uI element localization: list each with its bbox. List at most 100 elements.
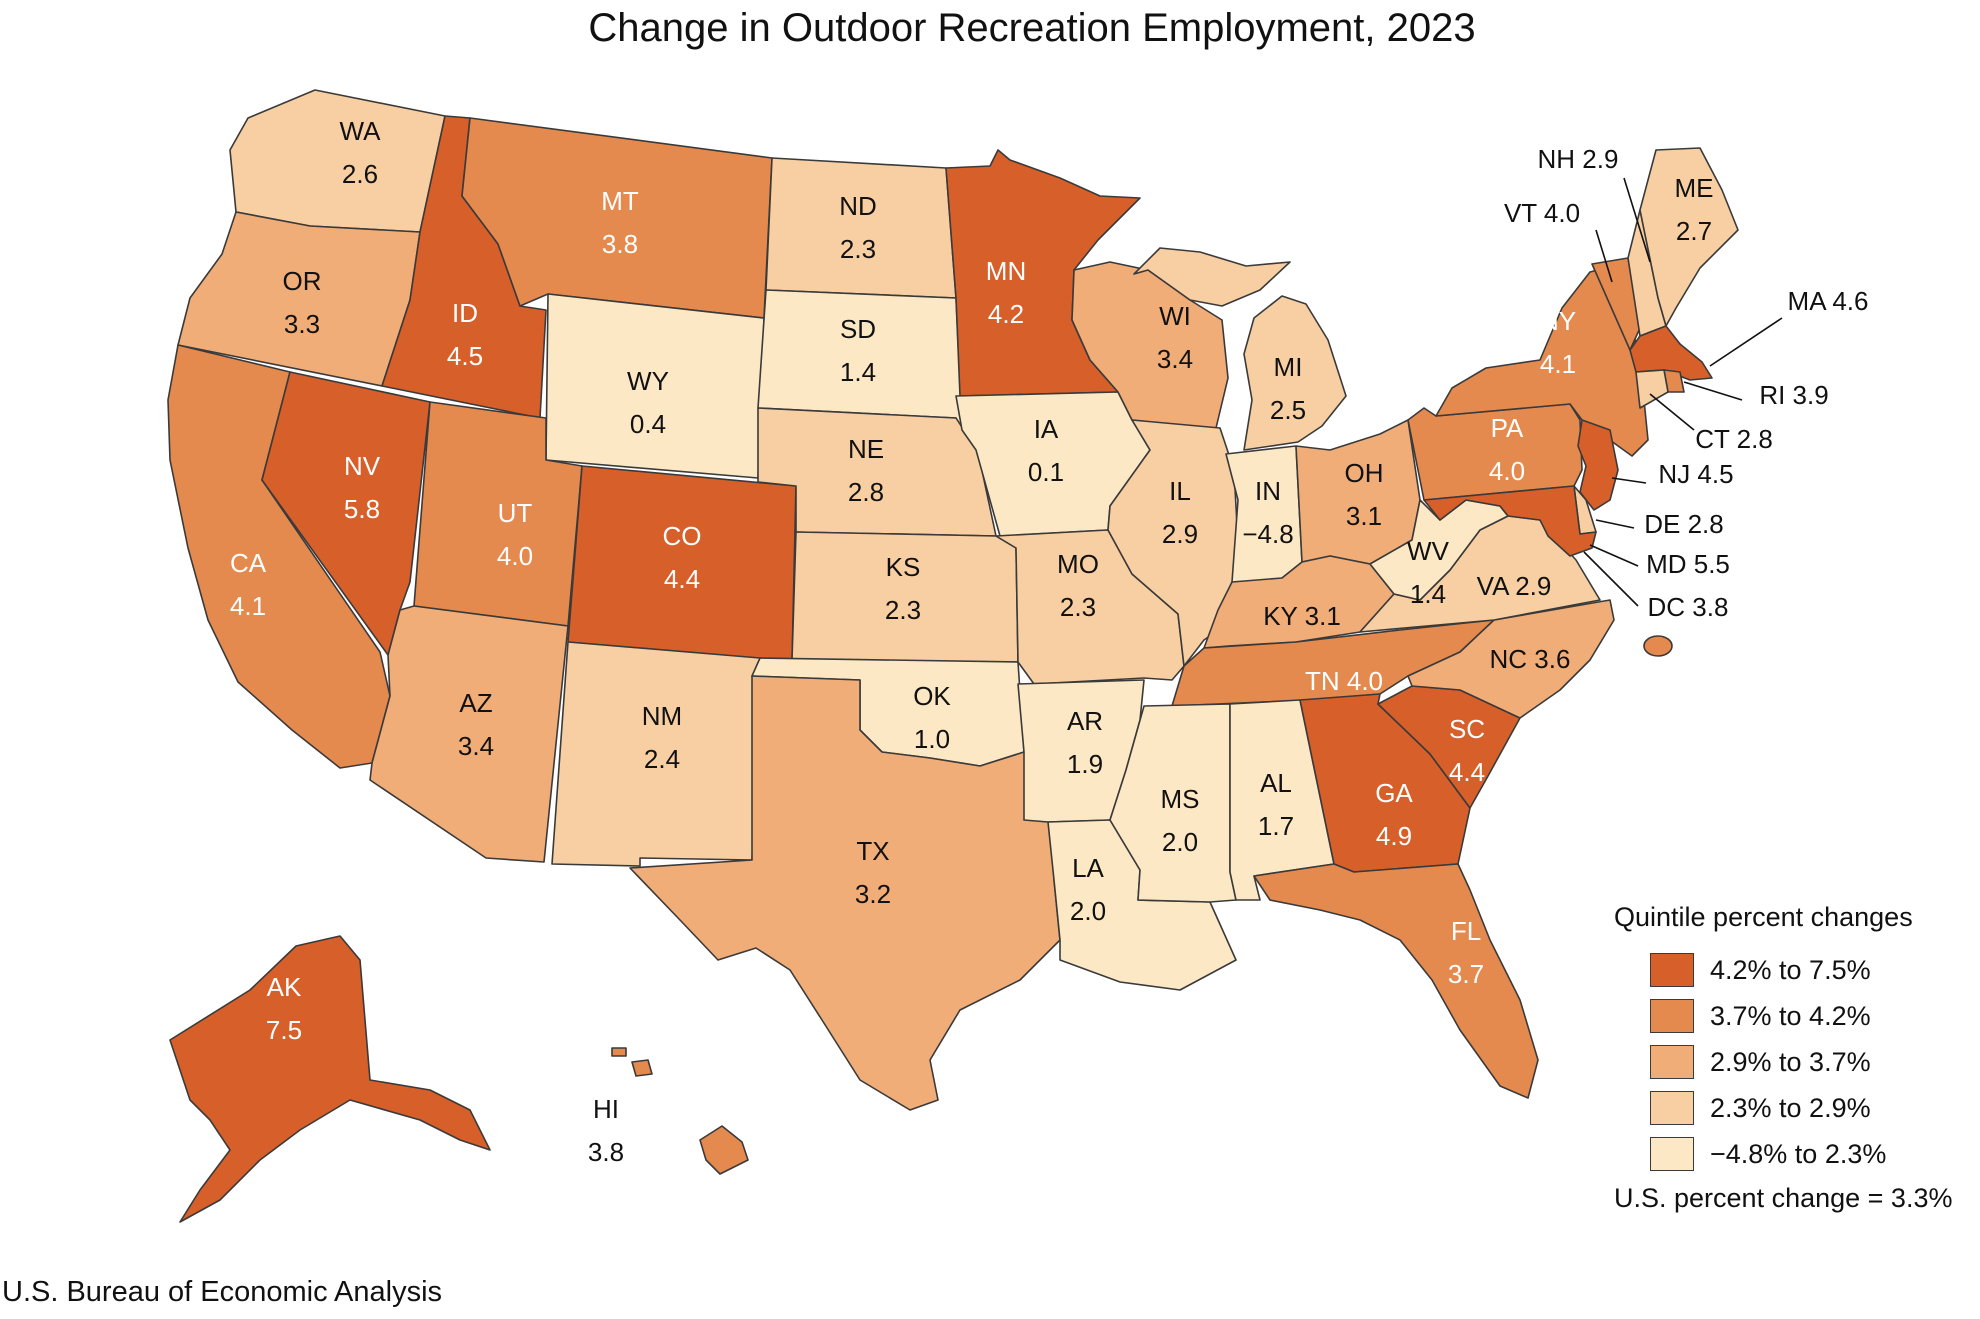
state-value-mn: 4.2 <box>988 299 1024 329</box>
state-value-fl: 3.7 <box>1448 959 1484 989</box>
leader-line-nj <box>1611 477 1647 484</box>
state-abbr-ms: MS <box>1161 784 1200 814</box>
leader-line-de <box>1595 519 1635 529</box>
state-abbr-ga: GA <box>1375 778 1413 808</box>
state-value-nm: 2.4 <box>644 744 680 774</box>
state-label-ma: MA 4.6 <box>1788 286 1869 316</box>
state-abbr-wi: WI <box>1159 301 1191 331</box>
state-wa <box>229 89 446 233</box>
state-abbr-ar: AR <box>1067 706 1103 736</box>
source-credit: U.S. Bureau of Economic Analysis <box>2 1276 443 1308</box>
state-abbr-pa: PA <box>1491 413 1524 443</box>
state-abbr-mn: MN <box>986 256 1026 286</box>
state-abbr-az: AZ <box>459 688 492 718</box>
state-abbr-sd: SD <box>840 314 876 344</box>
state-value-mt: 3.8 <box>602 229 638 259</box>
state-label-ri: RI 3.9 <box>1759 380 1828 410</box>
legend-swatch <box>1650 953 1694 987</box>
legend-swatch <box>1650 1091 1694 1125</box>
state-me <box>1639 147 1739 327</box>
state-abbr-il: IL <box>1169 476 1191 506</box>
legend-item: −4.8% to 2.3% <box>1614 1131 1974 1177</box>
state-abbr-ut: UT <box>498 498 533 528</box>
state-value-wv: 1.4 <box>1410 579 1446 609</box>
state-value-ga: 4.9 <box>1376 821 1412 851</box>
state-value-al: 1.7 <box>1258 811 1294 841</box>
state-abbr-ca: CA <box>230 548 267 578</box>
state-abbr-al: AL <box>1260 768 1292 798</box>
state-value-ia: 0.1 <box>1028 457 1064 487</box>
state-label-ct: CT 2.8 <box>1695 424 1773 454</box>
state-dc <box>1643 635 1673 657</box>
state-label-va: VA 2.9 <box>1477 571 1552 601</box>
legend-item: 2.3% to 2.9% <box>1614 1085 1974 1131</box>
state-abbr-ia: IA <box>1034 414 1059 444</box>
state-labels: WA 2.6 OR 3.3 CA 4.1 ID 4.5 NV 5.8 MT 3.8 WY 0.4 UT 4.0… <box>230 116 1869 1167</box>
state-abbr-nd: ND <box>839 191 877 221</box>
state-shapes <box>167 89 1739 1223</box>
state-nc <box>1407 599 1615 719</box>
leader-line-md <box>1589 544 1639 567</box>
state-label-vt: VT 4.0 <box>1504 198 1580 228</box>
legend-swatch <box>1650 1137 1694 1171</box>
state-value-ca: 4.1 <box>230 591 266 621</box>
state-abbr-sc: SC <box>1449 714 1485 744</box>
state-abbr-id: ID <box>452 298 478 328</box>
state-value-wi: 3.4 <box>1157 344 1193 374</box>
legend-swatch <box>1650 999 1694 1033</box>
state-value-ms: 2.0 <box>1162 827 1198 857</box>
state-abbr-wa: WA <box>340 116 382 146</box>
legend: Quintile percent changes 4.2% to 7.5% 3.… <box>1614 902 1974 1214</box>
state-nd <box>765 157 957 299</box>
state-abbr-hi: HI <box>593 1094 619 1124</box>
state-abbr-wy: WY <box>627 366 669 396</box>
leader-line-ct <box>1649 393 1695 431</box>
state-abbr-mo: MO <box>1057 549 1099 579</box>
legend-label: 2.9% to 3.7% <box>1710 1046 1871 1077</box>
leader-line-vt <box>1595 229 1613 283</box>
state-label-tn: TN 4.0 <box>1305 666 1383 696</box>
leader-line-ri <box>1683 381 1743 401</box>
state-label-nc: NC 3.6 <box>1490 644 1571 674</box>
legend-label: 2.3% to 2.9% <box>1710 1092 1871 1123</box>
state-ak <box>169 935 491 1223</box>
state-abbr-ok: OK <box>913 681 951 711</box>
state-abbr-ks: KS <box>886 552 921 582</box>
state-value-sd: 1.4 <box>840 357 876 387</box>
state-abbr-la: LA <box>1072 853 1104 883</box>
state-value-ut: 4.0 <box>497 541 533 571</box>
state-value-nv: 5.8 <box>344 494 380 524</box>
legend-item: 4.2% to 7.5% <box>1614 947 1974 993</box>
state-hi <box>611 1047 749 1175</box>
state-value-pa: 4.0 <box>1489 456 1525 486</box>
state-label-nj: NJ 4.5 <box>1658 459 1733 489</box>
state-abbr-ak: AK <box>267 972 302 1002</box>
legend-item: 2.9% to 3.7% <box>1614 1039 1974 1085</box>
state-fl <box>1253 863 1539 1099</box>
state-label-md: MD 5.5 <box>1646 549 1730 579</box>
state-value-ok: 1.0 <box>914 724 950 754</box>
state-abbr-ne: NE <box>848 434 884 464</box>
state-value-az: 3.4 <box>458 731 494 761</box>
state-abbr-wv: WV <box>1407 536 1450 566</box>
leader-line-ma <box>1709 317 1783 367</box>
map-title: Change in Outdoor Recreation Employment,… <box>588 6 1476 50</box>
state-in <box>1225 445 1303 591</box>
state-abbr-ny: NY <box>1540 306 1576 336</box>
state-abbr-nv: NV <box>344 451 381 481</box>
state-abbr-co: CO <box>663 521 702 551</box>
state-value-ar: 1.9 <box>1067 749 1103 779</box>
state-value-in: −4.8 <box>1242 519 1293 549</box>
state-label-ky: KY 3.1 <box>1263 601 1341 631</box>
state-value-oh: 3.1 <box>1346 501 1382 531</box>
state-az <box>369 605 569 863</box>
legend-title: Quintile percent changes <box>1614 902 1913 932</box>
state-value-hi: 3.8 <box>588 1137 624 1167</box>
state-abbr-me: ME <box>1675 173 1714 203</box>
state-value-ak: 7.5 <box>266 1015 302 1045</box>
state-nj <box>1577 419 1619 511</box>
state-value-mo: 2.3 <box>1060 592 1096 622</box>
state-value-or: 3.3 <box>284 309 320 339</box>
state-label-nh: NH 2.9 <box>1538 144 1619 174</box>
